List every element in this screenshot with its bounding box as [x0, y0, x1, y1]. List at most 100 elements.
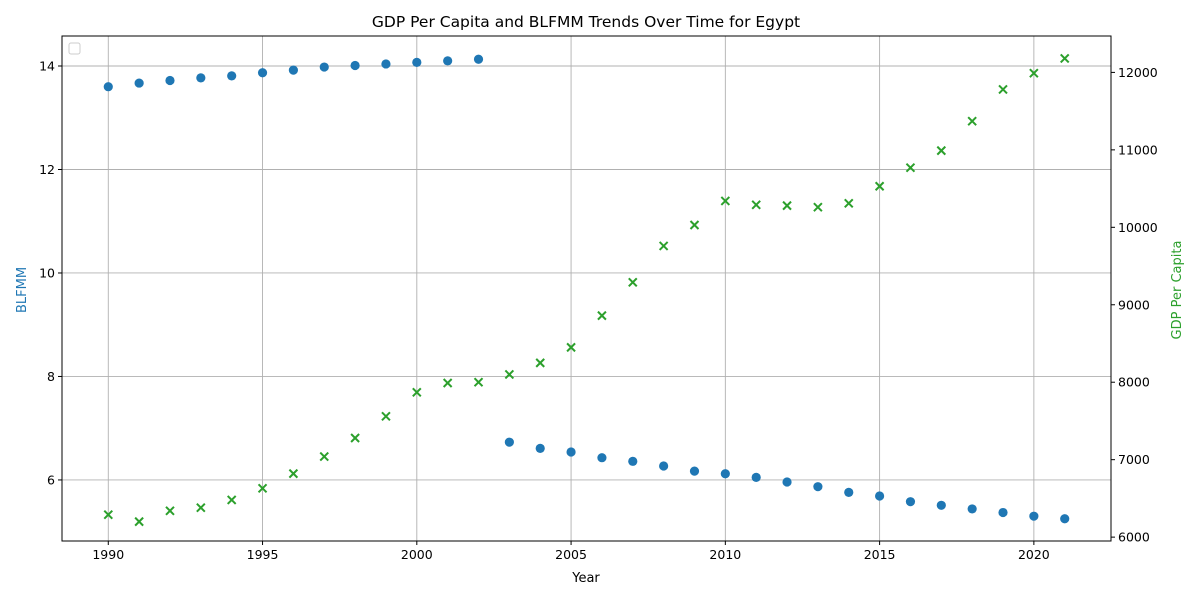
axis-ticks: 1990 1995 2000 2005 2010 2015 2020 6 8 10 12 14 6000… — [39, 59, 1158, 562]
gdp-point — [1060, 53, 1070, 64]
gdp-point — [844, 198, 854, 209]
gdp-point — [720, 196, 731, 206]
gdp-point-stroke — [720, 196, 731, 206]
blfmm-point — [134, 78, 144, 88]
gdp-point-stroke — [905, 162, 916, 173]
blfmm-point — [875, 491, 885, 501]
gdp-point — [535, 358, 545, 368]
blfmm-point — [535, 443, 545, 453]
left-tick-label: 10 — [39, 265, 55, 280]
blfmm-point — [659, 461, 669, 471]
gdp-point-stroke — [566, 342, 576, 353]
x-tick-label: 1995 — [247, 547, 279, 562]
blfmm-point — [319, 62, 329, 72]
gdp-point-stroke — [350, 433, 360, 443]
right-tick-label: 6000 — [1118, 530, 1150, 545]
right-tick-label: 10000 — [1118, 220, 1158, 235]
grid — [62, 36, 1111, 541]
gdp-point-stroke — [103, 509, 113, 520]
legend-box — [68, 42, 81, 55]
gdp-point-stroke — [504, 369, 515, 380]
gdp-point — [597, 310, 607, 321]
gdp-point-stroke — [535, 358, 545, 368]
gdp-point — [874, 181, 885, 191]
blfmm-point — [1060, 514, 1070, 524]
gdp-point-stroke — [319, 451, 329, 462]
gdp-point — [196, 502, 206, 513]
blfmm-point — [813, 482, 823, 492]
right-tick-label: 11000 — [1118, 142, 1158, 157]
gdp-point-stroke — [412, 387, 422, 397]
gdp-point — [350, 433, 360, 443]
x-axis-title: Year — [571, 571, 600, 586]
blfmm-point — [998, 507, 1008, 518]
gdp-point — [412, 387, 422, 397]
plot-area-frame — [61, 35, 1112, 542]
gdp-point-stroke — [628, 277, 638, 288]
gdp-point — [628, 277, 638, 288]
right-axis-title: GDP Per Capita — [1170, 241, 1185, 340]
blfmm-point — [257, 68, 268, 78]
x-tick-label: 2020 — [1018, 547, 1050, 562]
blfmm-point — [1029, 511, 1039, 521]
blfmm-point — [905, 497, 916, 507]
blfmm-point — [350, 60, 360, 71]
blfmm-point — [936, 500, 946, 510]
gdp-point — [658, 241, 669, 251]
left-tick-label: 12 — [39, 162, 55, 177]
gdp-point-stroke — [257, 483, 268, 494]
gdp-point-stroke — [874, 181, 885, 191]
right-tick-label: 12000 — [1118, 65, 1158, 80]
gdp-point-stroke — [998, 84, 1008, 95]
gdp-point-stroke — [967, 116, 977, 126]
gdp-point-stroke — [226, 495, 237, 505]
blfmm-point — [412, 57, 422, 67]
gdp-point-stroke — [1060, 53, 1070, 64]
gdp-point — [967, 116, 977, 126]
blfmm-point — [720, 469, 730, 479]
gdp-point-stroke — [689, 220, 700, 230]
gdp-point-stroke — [782, 200, 792, 211]
blfmm-point — [628, 456, 638, 466]
gdp-point-stroke — [442, 378, 453, 388]
blfmm-point — [288, 65, 298, 75]
blfmm-point — [751, 472, 761, 482]
gdp-point — [998, 84, 1008, 95]
gdp-point — [813, 202, 823, 212]
blfmm-point — [504, 437, 514, 447]
gdp-point — [134, 516, 144, 527]
gdp-point — [1029, 68, 1039, 78]
left-tick-label: 6 — [47, 472, 55, 487]
gdp-point — [226, 495, 237, 505]
gdp-point-stroke — [381, 411, 391, 422]
gdp-point — [257, 483, 268, 494]
blfmm-point — [566, 447, 576, 457]
gdp-point — [442, 378, 453, 388]
gdp-point-stroke — [751, 200, 761, 210]
gdp-point — [504, 369, 515, 380]
gdp-point-stroke — [196, 502, 206, 513]
left-axis-title: BLFMM — [15, 267, 30, 313]
gdp-point — [905, 162, 916, 173]
blfmm-point — [443, 56, 453, 66]
blfmm-point — [103, 82, 113, 92]
gdp-point-stroke — [658, 241, 669, 251]
gdp-point — [751, 200, 761, 210]
gdp-point — [689, 220, 700, 230]
blfmm-point — [844, 487, 854, 497]
gdp-point — [165, 506, 175, 516]
blfmm-point — [227, 71, 237, 81]
x-tick-label: 2000 — [401, 547, 433, 562]
blfmm-point — [473, 54, 484, 64]
gdp-point-stroke — [165, 506, 175, 516]
x-tick-label: 1990 — [92, 547, 124, 562]
x-tick-label: 2005 — [555, 547, 587, 562]
gdp-point — [782, 200, 792, 211]
gdp-point — [288, 468, 299, 479]
gdp-point — [381, 411, 391, 422]
blfmm-point — [196, 73, 206, 83]
blfmm-point — [381, 59, 391, 69]
gdp-point-stroke — [134, 516, 144, 527]
right-tick-label: 7000 — [1118, 452, 1150, 467]
